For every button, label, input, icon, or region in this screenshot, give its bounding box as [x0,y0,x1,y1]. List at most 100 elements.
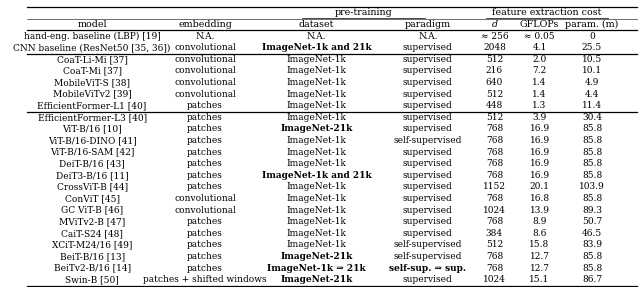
Text: 384: 384 [486,229,503,238]
Text: 15.1: 15.1 [529,275,550,284]
Text: ConViT [45]: ConViT [45] [65,194,120,203]
Text: supervised: supervised [403,90,452,99]
Text: ImageNet-1k and 21k: ImageNet-1k and 21k [262,43,371,52]
Text: hand-eng. baseline (LBP) [19]: hand-eng. baseline (LBP) [19] [24,32,161,41]
Text: 2048: 2048 [483,43,506,52]
Text: supervised: supervised [403,113,452,122]
Text: 85.8: 85.8 [582,125,602,133]
Text: ImageNet-1k: ImageNet-1k [287,90,346,99]
Text: ImageNet-21k: ImageNet-21k [280,125,353,133]
Text: BeiTv2-B/16 [14]: BeiTv2-B/16 [14] [54,264,131,273]
Text: DeiT-B/16 [43]: DeiT-B/16 [43] [60,159,125,168]
Text: 85.8: 85.8 [582,159,602,168]
Text: MobileViT-S [38]: MobileViT-S [38] [54,78,130,87]
Text: CrossViT-B [44]: CrossViT-B [44] [56,183,128,191]
Text: supervised: supervised [403,275,452,284]
Text: supervised: supervised [403,229,452,238]
Text: 85.8: 85.8 [582,171,602,180]
Text: convolutional: convolutional [174,67,236,75]
Text: ImageNet-21k: ImageNet-21k [280,275,353,284]
Text: supervised: supervised [403,194,452,203]
Text: ImageNet-1k: ImageNet-1k [287,136,346,145]
Text: 1152: 1152 [483,183,506,191]
Text: supervised: supervised [403,159,452,168]
Text: 4.1: 4.1 [532,43,547,52]
Text: 16.9: 16.9 [529,136,550,145]
Text: supervised: supervised [403,171,452,180]
Text: 1024: 1024 [483,275,506,284]
Text: 8.9: 8.9 [532,217,547,226]
Text: 8.6: 8.6 [532,229,547,238]
Text: self-supervised: self-supervised [394,241,462,249]
Text: patches: patches [187,125,223,133]
Text: 10.5: 10.5 [582,55,602,64]
Text: 85.8: 85.8 [582,194,602,203]
Text: patches: patches [187,252,223,261]
Text: supervised: supervised [403,55,452,64]
Text: 16.9: 16.9 [529,125,550,133]
Text: convolutional: convolutional [174,206,236,215]
Text: 768: 768 [486,217,503,226]
Text: 16.8: 16.8 [529,194,550,203]
Text: 4.9: 4.9 [585,78,599,87]
Text: 46.5: 46.5 [582,229,602,238]
Text: model: model [77,20,107,29]
Text: ImageNet-1k: ImageNet-1k [287,113,346,122]
Text: convolutional: convolutional [174,43,236,52]
Text: 512: 512 [486,241,503,249]
Text: GC ViT-B [46]: GC ViT-B [46] [61,206,123,215]
Text: 768: 768 [486,148,503,157]
Text: 448: 448 [486,101,503,110]
Text: CoaT-Mi [37]: CoaT-Mi [37] [63,67,122,75]
Text: embedding: embedding [178,20,232,29]
Text: N.A.: N.A. [418,32,438,41]
Text: patches: patches [187,159,223,168]
Text: XCiT-M24/16 [49]: XCiT-M24/16 [49] [52,241,132,249]
Text: convolutional: convolutional [174,78,236,87]
Text: patches: patches [187,171,223,180]
Text: patches: patches [187,183,223,191]
Text: ViT-B/16-DINO [41]: ViT-B/16-DINO [41] [48,136,136,145]
Text: ImageNet-1k: ImageNet-1k [287,101,346,110]
Text: d: d [492,20,497,29]
Text: N.A.: N.A. [195,32,215,41]
Text: 3.9: 3.9 [532,113,547,122]
Text: supervised: supervised [403,125,452,133]
Text: 85.8: 85.8 [582,136,602,145]
Text: 12.7: 12.7 [529,252,550,261]
Text: ImageNet-1k: ImageNet-1k [287,55,346,64]
Text: 2.0: 2.0 [532,55,547,64]
Text: 512: 512 [486,113,503,122]
Text: ImageNet-1k: ImageNet-1k [287,194,346,203]
Text: 83.9: 83.9 [582,241,602,249]
Text: ImageNet-1k: ImageNet-1k [287,206,346,215]
Text: ViT-B/16-SAM [42]: ViT-B/16-SAM [42] [50,148,134,157]
Text: 7.2: 7.2 [532,67,547,75]
Text: 1.3: 1.3 [532,101,547,110]
Text: convolutional: convolutional [174,194,236,203]
Text: ImageNet-1k: ImageNet-1k [287,159,346,168]
Text: ImageNet-1k: ImageNet-1k [287,183,346,191]
Text: 768: 768 [486,264,503,273]
Text: patches: patches [187,113,223,122]
Text: paradigm: paradigm [404,20,451,29]
Text: ImageNet-21k: ImageNet-21k [280,252,353,261]
Text: 85.8: 85.8 [582,264,602,273]
Text: ≈ 256: ≈ 256 [481,32,508,41]
Text: supervised: supervised [403,183,452,191]
Text: patches + shifted windows: patches + shifted windows [143,275,267,284]
Text: DeiT3-B/16 [11]: DeiT3-B/16 [11] [56,171,129,180]
Text: 10.1: 10.1 [582,67,602,75]
Text: patches: patches [187,217,223,226]
Text: 1.4: 1.4 [532,90,547,99]
Text: ImageNet-1k: ImageNet-1k [287,217,346,226]
Text: feature extraction cost: feature extraction cost [492,9,602,18]
Text: 768: 768 [486,194,503,203]
Text: 640: 640 [486,78,503,87]
Text: MobileViTv2 [39]: MobileViTv2 [39] [52,90,131,99]
Text: 20.1: 20.1 [529,183,550,191]
Text: EfficientFormer-L3 [40]: EfficientFormer-L3 [40] [38,113,147,122]
Text: 16.9: 16.9 [529,171,550,180]
Text: CoaT-Li-Mi [37]: CoaT-Li-Mi [37] [57,55,127,64]
Text: supervised: supervised [403,101,452,110]
